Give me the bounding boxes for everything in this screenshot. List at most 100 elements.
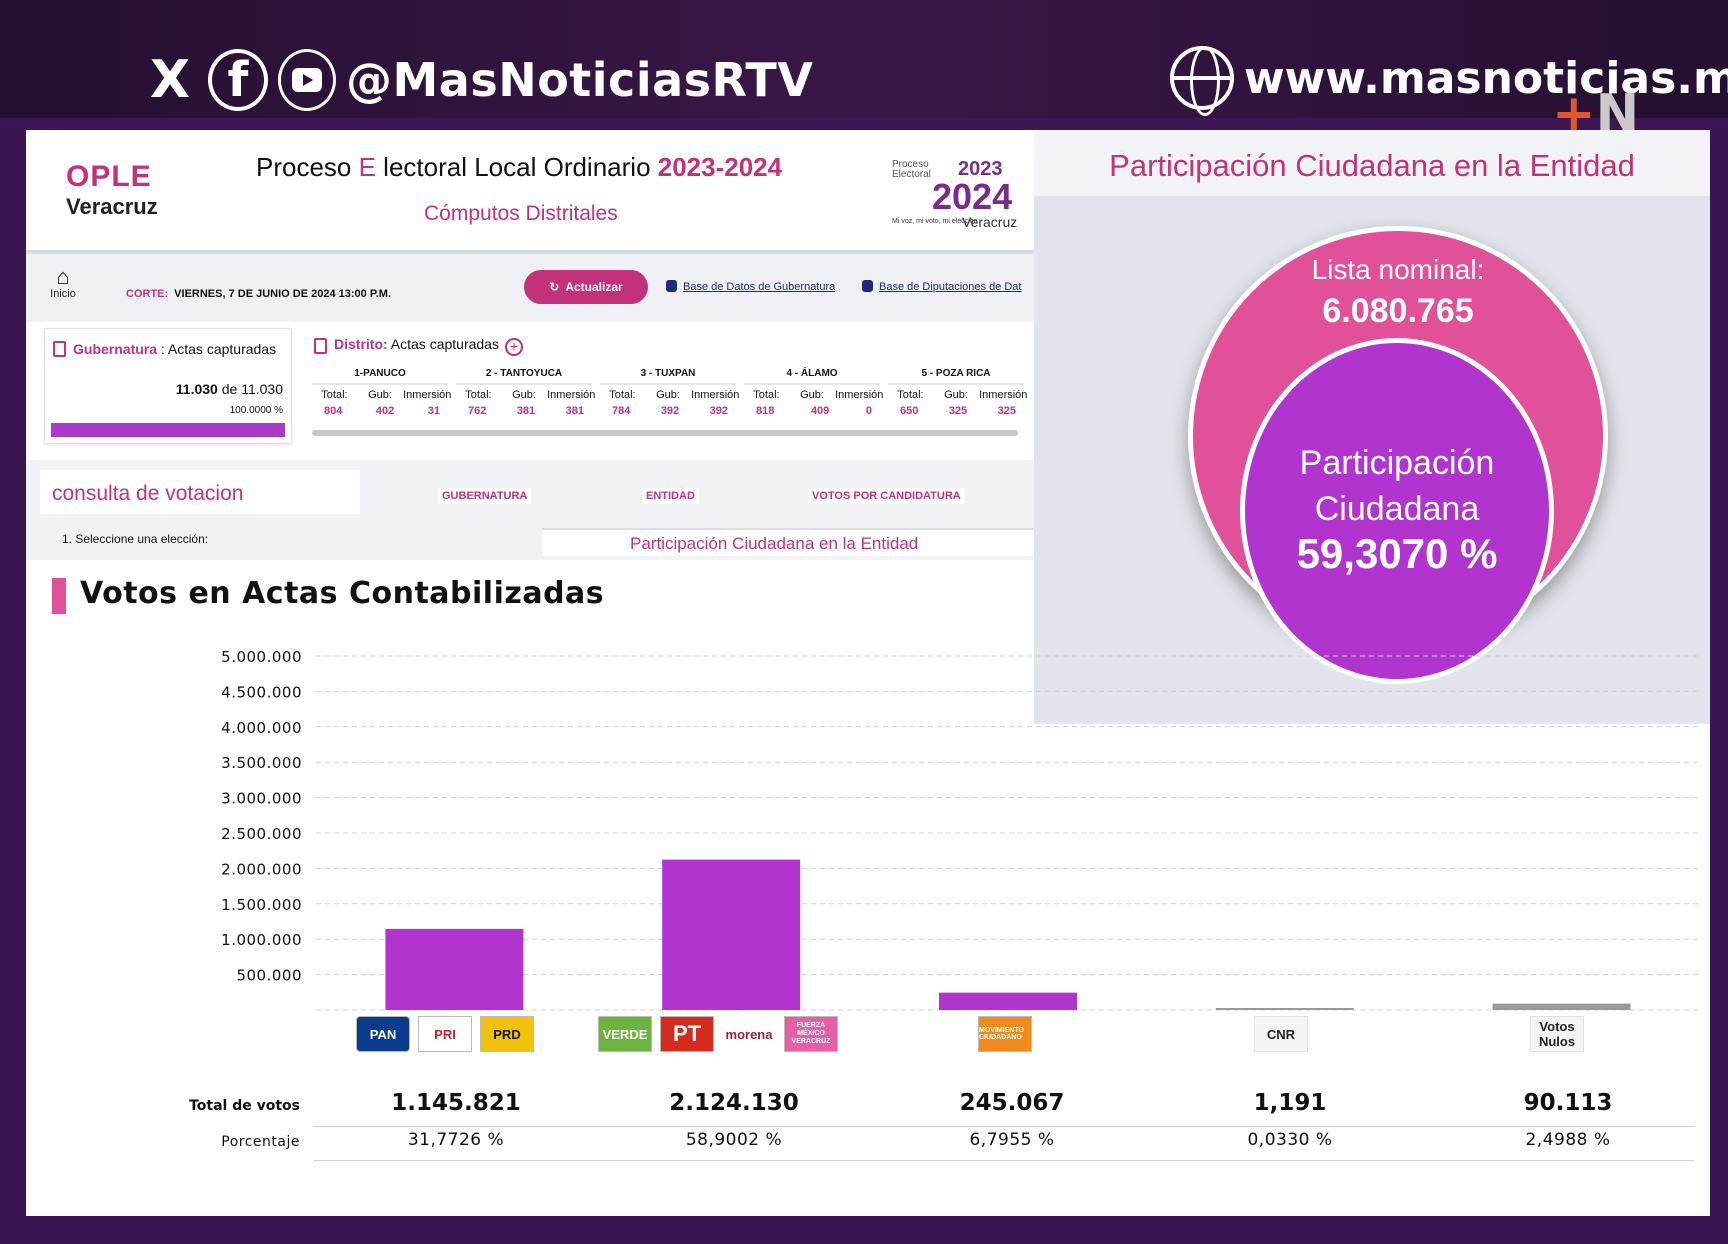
porcentaje-value: 6,7955 % xyxy=(969,1130,1055,1150)
district-header-row: Total: Gub: Inmersión xyxy=(888,389,1028,401)
tab-votos-por-candidatura[interactable]: VOTOS POR CANDIDATURA xyxy=(808,488,965,504)
porcentaje-value: 31,7726 % xyxy=(407,1130,505,1150)
table-divider xyxy=(314,1160,1694,1161)
y-tick-label: 4.500.000 xyxy=(221,683,302,701)
pri-logo: PRI xyxy=(418,1016,472,1052)
gubernatura-card: Gubernatura : Actas capturadas 11.030 de… xyxy=(44,328,292,444)
horizontal-scrollbar[interactable] xyxy=(312,430,1018,436)
badge-year2: 2024 xyxy=(932,176,1013,217)
distrito-title: Distrito: Actas capturadas + xyxy=(334,336,523,356)
frame-left xyxy=(0,128,26,1228)
home-icon: ⌂ xyxy=(56,264,70,289)
gubernatura-title: Gubernatura : Actas capturadas xyxy=(73,339,283,359)
party-group-5: Votos Nulos xyxy=(1530,1016,1584,1062)
proceso-badge: Proceso Electoral 2023 2024 Mi voz, mi v… xyxy=(892,158,1022,232)
votes-bar-chart: 500.000 1.000.000 1.500.000 2.000.000 2.500.… xyxy=(221,648,1700,1011)
globe-icon xyxy=(1170,46,1234,116)
title-year: 2023-2024 xyxy=(657,152,783,182)
participacion-label-1: Participación xyxy=(1299,444,1495,482)
x-icon[interactable]: X xyxy=(149,50,191,110)
election-select[interactable]: Participación Ciudadana en la Entidad xyxy=(542,528,1034,556)
total-votos-value: 245.067 xyxy=(959,1090,1065,1116)
gob-database-link[interactable]: Base de Datos de Gubernatura xyxy=(666,280,835,293)
refresh-button[interactable]: ↻ Actualizar xyxy=(524,270,648,304)
ople-logo: OPLE Veracruz xyxy=(66,160,166,230)
tab-entidad[interactable]: ENTIDAD xyxy=(642,488,699,504)
col-total-label: Total: xyxy=(465,389,492,401)
participacion-label: Participación Ciudadana xyxy=(1240,440,1554,532)
district-name: 2 - TANTOYUCA xyxy=(456,368,592,385)
district-inm: 392 xyxy=(709,405,728,417)
col-total-label: Total: xyxy=(321,389,348,401)
y-tick-label: 4.000.000 xyxy=(221,719,302,737)
col-total-label: Total: xyxy=(897,389,924,401)
district-values-row: 650 325 325 xyxy=(888,405,1024,417)
col-total-label: Total: xyxy=(609,389,636,401)
corte-date: VIERNES, 7 DE JUNIO DE 2024 13:00 P.M. xyxy=(174,288,392,300)
party-group-1: PAN PRI PRD xyxy=(356,1016,534,1062)
corte-label: CORTE: xyxy=(126,288,169,300)
bar-0 xyxy=(385,928,524,1010)
y-tick-label: 3.000.000 xyxy=(221,790,302,808)
distrito-suffix: Actas capturadas xyxy=(387,336,499,352)
prd-logo: PRD xyxy=(480,1016,534,1052)
lista-nominal-value: 6.080.765 xyxy=(1322,292,1474,330)
distrito-card: Distrito: Actas capturadas + 1-PANUCO Tota… xyxy=(304,328,1034,444)
website-link[interactable]: www.masnoticias.mx xyxy=(1170,36,1728,120)
district-total: 650 xyxy=(900,405,919,417)
col-total-label: Total: xyxy=(753,389,780,401)
title-e: E xyxy=(358,152,376,182)
youtube-icon[interactable] xyxy=(278,49,336,111)
consulta-title: consulta de votacion xyxy=(40,470,360,514)
bar-4 xyxy=(1492,1003,1631,1010)
title-pre: Proceso xyxy=(256,152,359,182)
district-header-row: Total: Gub: Inmersión xyxy=(456,389,595,401)
porcentaje-label: Porcentaje xyxy=(221,1134,300,1150)
home-button[interactable]: ⌂ Inicio xyxy=(48,264,78,301)
dip-database-link[interactable]: Base de Diputaciones de Dat xyxy=(862,280,1021,293)
district-gub: 409 xyxy=(810,405,830,417)
website-url: www.masnoticias.mx xyxy=(1244,52,1728,104)
participacion-title: Participación Ciudadana en la Entidad xyxy=(1034,130,1710,196)
document-icon xyxy=(53,341,66,357)
dip-database-label: Base de Diputaciones de Dat xyxy=(879,281,1022,293)
district-gub: 402 xyxy=(375,405,395,417)
facebook-icon[interactable]: f xyxy=(208,49,268,111)
col-inm-label: Inmersión xyxy=(835,389,884,401)
cnr-logo: CNR xyxy=(1254,1016,1308,1052)
document-icon xyxy=(314,338,327,354)
gubernatura-percent: 100.0000 % xyxy=(229,405,283,416)
frame-bottom xyxy=(0,1216,1728,1244)
district-gub: 325 xyxy=(948,405,968,417)
col-inm-label: Inmersión xyxy=(403,389,452,401)
table-divider xyxy=(314,1126,1694,1127)
gubernatura-label: Gubernatura xyxy=(73,341,158,357)
district-total: 762 xyxy=(468,405,487,417)
col-inm-label: Inmersión xyxy=(979,389,1028,401)
header-stripe xyxy=(0,118,1728,130)
distrito-label: Distrito: xyxy=(334,336,388,352)
total-votos-value: 2.124.130 xyxy=(669,1090,799,1116)
participacion-label-2: Ciudadana xyxy=(1314,490,1480,528)
district-header-row: Total: Gub: Inmersión xyxy=(744,389,884,401)
movimiento-ciudadano-logo: MOVIMIENTO CIUDADANO xyxy=(978,1016,1032,1052)
y-tick-label: 2.000.000 xyxy=(221,860,302,878)
district-column: 1-PANUCO Total: Gub: Inmersión 804 402 31 xyxy=(312,368,452,417)
porcentaje-value: 58,9002 % xyxy=(685,1130,783,1150)
consulta-section: consulta de votacion GUBERNATURA ENTIDAD… xyxy=(26,460,1034,560)
district-column: 3 - TUXPAN Total: Gub: Inmersión 784 392 392 xyxy=(600,368,739,417)
y-tick-label: 500.000 xyxy=(236,967,302,985)
district-total: 784 xyxy=(612,405,631,417)
total-votos-value: 90.113 xyxy=(1523,1090,1613,1116)
gubernatura-of: de 11.030 xyxy=(217,381,283,397)
corte-info: CORTE: VIERNES, 7 DE JUNIO DE 2024 13:00 … xyxy=(126,288,391,300)
ople-logo-top: OPLE xyxy=(66,160,152,193)
bar-2 xyxy=(939,992,1077,1010)
pan-logo: PAN xyxy=(356,1016,410,1052)
district-values-row: 818 409 0 xyxy=(744,405,880,417)
tab-gubernatura[interactable]: GUBERNATURA xyxy=(438,488,532,504)
gubernatura-suffix: : Actas capturadas xyxy=(157,341,277,357)
district-inm: 325 xyxy=(997,405,1016,417)
party-group-3: MOVIMIENTO CIUDADANO xyxy=(978,1016,1032,1062)
expand-plus-icon[interactable]: + xyxy=(504,338,523,356)
